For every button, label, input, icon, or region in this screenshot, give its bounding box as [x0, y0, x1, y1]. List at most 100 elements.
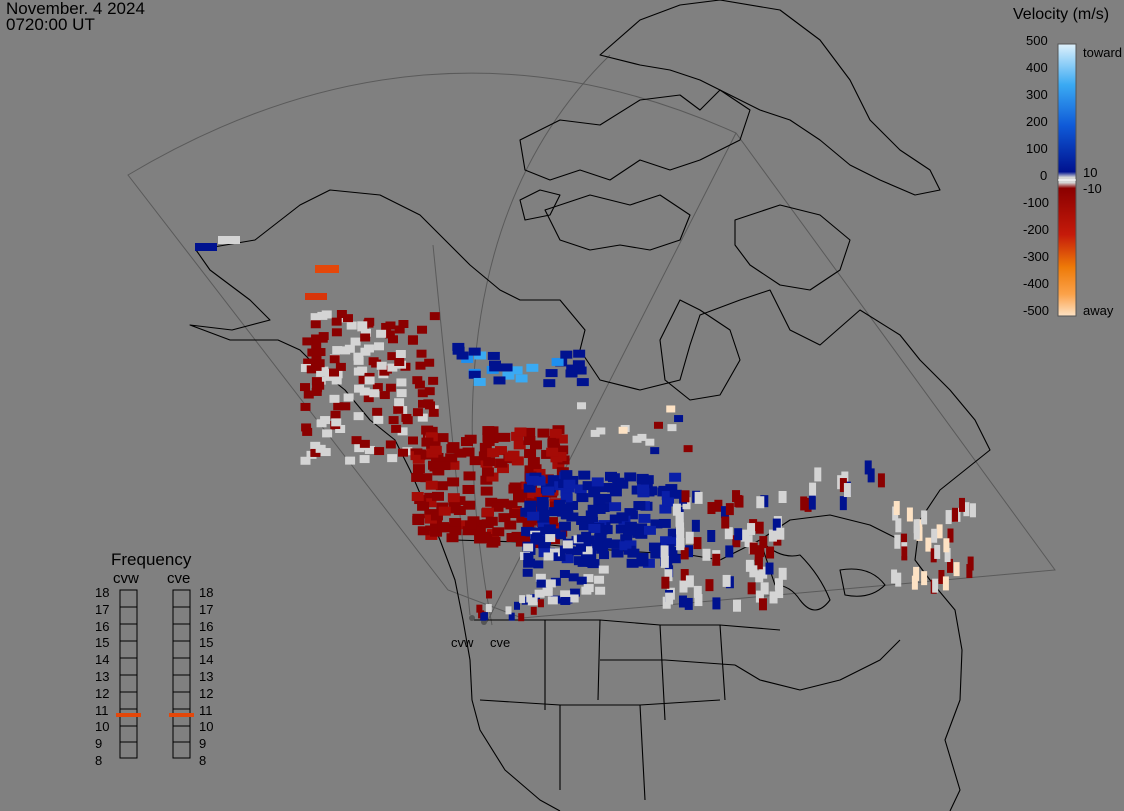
echo-cell [658, 518, 671, 528]
echo-cell [549, 507, 562, 517]
echo-cell [519, 595, 526, 604]
echo-cell [521, 526, 534, 536]
echo-cell [398, 320, 409, 329]
echo-cell [526, 363, 539, 372]
echo-cell [906, 507, 913, 522]
echo-cell [195, 243, 217, 251]
echo-cell [642, 558, 655, 568]
echo-cell [963, 502, 970, 517]
velocity-tick: -400 [1023, 276, 1050, 291]
frequency-title: Frequency [111, 550, 192, 569]
echo-cell [417, 389, 428, 398]
echo-cell [684, 597, 693, 610]
echo-cell [331, 317, 342, 326]
echo-cell [535, 573, 546, 582]
echo-cell [577, 558, 588, 567]
velocity-tick: -500 [1023, 303, 1050, 318]
echo-cell [778, 567, 787, 580]
frequency-level-label: 9 [95, 736, 103, 752]
echo-cell [901, 533, 908, 548]
echo-cell [734, 528, 743, 541]
echo-cell [561, 503, 574, 513]
echo-cell [598, 565, 609, 574]
echo-cell [760, 495, 769, 508]
echo-cell [593, 483, 606, 493]
echo-cell [430, 527, 443, 537]
frequency-indicators [119, 589, 191, 759]
echo-cell [733, 599, 742, 612]
echo-cell [300, 383, 311, 392]
echo-cell [749, 542, 758, 555]
echo-cell [691, 519, 700, 532]
echo-cell [547, 596, 558, 605]
echo-cell [473, 377, 486, 386]
echo-cell [436, 433, 449, 443]
echo-cell [523, 427, 536, 437]
echo-cell [537, 599, 544, 608]
coastlines [189, 0, 991, 811]
echo-cell [374, 342, 385, 351]
echo-cell [680, 547, 689, 560]
echo-cell [310, 320, 321, 329]
frequency-level-label: 18 [199, 585, 214, 600]
echo-cell [329, 355, 340, 364]
echo-cell [523, 552, 534, 561]
echo-cell [417, 413, 428, 422]
echo-cell [303, 358, 314, 367]
echo-cell [588, 488, 601, 498]
echo-cell [513, 440, 526, 450]
echo-cell [590, 429, 600, 437]
echo-cell [411, 472, 424, 482]
echo-cell [565, 369, 578, 378]
echo-cell [668, 554, 681, 564]
echo-cell [758, 598, 767, 611]
echo-cell [814, 467, 822, 482]
frequency-level-label: 13 [199, 669, 214, 684]
echo-cell [462, 484, 475, 494]
echo-cell [397, 427, 408, 436]
echo-cell [335, 424, 346, 433]
echo-cell [707, 530, 716, 543]
echo-cell [480, 486, 493, 496]
away-label: away [1083, 303, 1114, 318]
echo-cell [545, 579, 556, 588]
echo-cell [526, 594, 533, 603]
echo-cell [658, 485, 671, 495]
echo-cell [505, 606, 512, 615]
echo-cell [586, 516, 599, 526]
echo-cell [582, 535, 595, 545]
echo-cell [505, 500, 518, 510]
echo-cell [633, 501, 646, 511]
echo-cell [549, 548, 560, 557]
echo-cell [674, 415, 684, 423]
echo-cell [340, 346, 351, 355]
echo-cell [760, 582, 769, 595]
echo-cell [358, 375, 369, 384]
frequency-level-label: 15 [199, 635, 214, 651]
echo-cell [381, 365, 392, 374]
echo-cell [423, 399, 434, 408]
echo-cell [653, 421, 663, 429]
echo-cell [679, 580, 688, 593]
echo-cell [627, 548, 640, 558]
echo-cell [839, 478, 847, 493]
echo-cell [447, 442, 460, 452]
echo-cell [626, 558, 639, 568]
echo-cell [582, 546, 593, 555]
echo-cell [536, 579, 547, 588]
echo-cell [394, 398, 405, 407]
echo-cell [412, 408, 423, 417]
echo-cell [468, 347, 481, 356]
echo-cell [636, 473, 649, 483]
echo-cell [333, 402, 344, 411]
echo-cell [565, 546, 576, 555]
echo-cell [527, 597, 538, 606]
echo-cell [843, 483, 851, 498]
frequency-level-label: 17 [199, 601, 214, 617]
echo-cell [581, 550, 592, 559]
echo-cell [895, 572, 902, 587]
echo-cell [353, 412, 364, 421]
echo-cell [468, 370, 481, 379]
echo-cell [574, 484, 587, 494]
echo-cell [507, 450, 520, 460]
